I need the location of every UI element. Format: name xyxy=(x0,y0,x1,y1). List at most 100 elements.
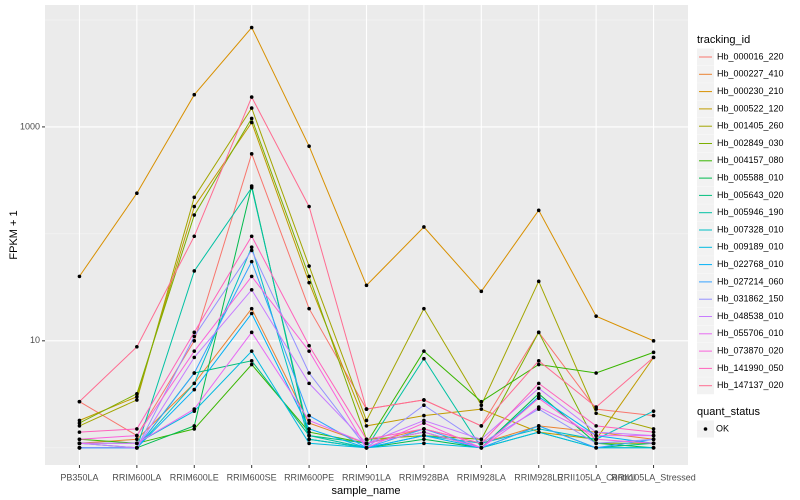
point xyxy=(192,339,197,343)
point xyxy=(135,441,139,446)
point xyxy=(307,413,311,418)
point xyxy=(422,398,426,402)
point xyxy=(192,427,197,431)
x-tick-label: RRIM600SE xyxy=(227,472,277,482)
legend-label: Hb_001405_260 xyxy=(717,121,784,131)
point xyxy=(77,430,82,434)
point xyxy=(307,144,311,149)
point xyxy=(192,424,197,428)
point xyxy=(192,213,197,217)
point xyxy=(536,427,541,431)
point-legend-title: quant_status xyxy=(697,406,760,418)
point xyxy=(651,445,656,450)
x-tick-label: RRIM901LA xyxy=(342,472,391,482)
point xyxy=(307,427,311,431)
point xyxy=(364,418,369,423)
legend-label: Hb_004157_080 xyxy=(717,155,784,165)
point xyxy=(249,287,254,292)
point xyxy=(192,387,197,392)
point xyxy=(364,424,369,428)
point xyxy=(651,427,656,431)
x-tick-label: RRII105LA_Control xyxy=(557,472,635,482)
point xyxy=(249,330,254,335)
legend-label: Hb_055706_010 xyxy=(717,328,784,338)
point xyxy=(536,359,541,363)
point xyxy=(135,398,139,402)
point xyxy=(536,381,541,386)
point xyxy=(249,95,254,99)
y-tick-label: 10 xyxy=(30,335,40,345)
point xyxy=(651,350,656,355)
point xyxy=(192,204,197,209)
point xyxy=(422,433,426,438)
point xyxy=(422,437,426,442)
point xyxy=(192,381,197,386)
point xyxy=(307,421,311,425)
legend-label: Hb_022768_010 xyxy=(717,259,784,269)
point xyxy=(536,391,541,396)
point xyxy=(364,283,369,288)
point xyxy=(536,330,541,335)
legend-label: Hb_000016_220 xyxy=(717,51,784,61)
point xyxy=(594,437,598,442)
point xyxy=(651,409,656,413)
point xyxy=(479,403,484,408)
point xyxy=(536,405,541,409)
point xyxy=(249,274,254,279)
point xyxy=(192,269,197,273)
point xyxy=(422,225,426,229)
point xyxy=(422,306,426,311)
x-tick-label: RRII105LA_Stressed xyxy=(611,472,696,482)
point xyxy=(594,433,598,438)
point xyxy=(594,445,598,450)
x-axis-title: sample_name xyxy=(331,485,400,497)
point xyxy=(249,25,254,30)
point-legend-swatch xyxy=(703,427,708,431)
point xyxy=(77,445,82,450)
point xyxy=(479,399,484,404)
legend-label: Hb_002849_030 xyxy=(717,138,784,148)
point xyxy=(307,441,311,446)
point xyxy=(307,418,311,423)
point xyxy=(422,421,426,425)
point xyxy=(594,411,598,416)
point xyxy=(307,280,311,285)
point xyxy=(249,259,254,264)
legend-label: Hb_005643_020 xyxy=(717,190,784,200)
point xyxy=(192,195,197,200)
legend-title: tracking_id xyxy=(697,34,750,46)
point xyxy=(422,413,426,418)
point xyxy=(77,421,82,425)
point xyxy=(249,234,254,239)
point-legend-label: OK xyxy=(716,423,729,433)
point xyxy=(479,407,484,411)
x-tick-label: RRIM928BA xyxy=(399,472,449,482)
point xyxy=(307,274,311,279)
legend-label: Hb_005588_010 xyxy=(717,172,784,182)
point xyxy=(249,349,254,353)
point xyxy=(192,330,197,335)
point xyxy=(594,424,598,428)
y-axis-title: FPKM + 1 xyxy=(8,210,20,259)
point xyxy=(307,264,311,268)
point xyxy=(364,437,369,442)
point xyxy=(364,407,369,411)
point xyxy=(135,391,139,396)
legend-label: Hb_147137_020 xyxy=(717,380,784,390)
point xyxy=(479,437,484,442)
point xyxy=(422,356,426,361)
point xyxy=(135,445,139,450)
point xyxy=(192,92,197,97)
point xyxy=(135,437,139,442)
point xyxy=(364,445,369,450)
point xyxy=(135,427,139,431)
point xyxy=(422,349,426,353)
point xyxy=(594,405,598,409)
point xyxy=(536,362,541,367)
point xyxy=(135,433,139,438)
point xyxy=(77,399,82,404)
point xyxy=(77,274,82,279)
point xyxy=(135,394,139,399)
point xyxy=(249,311,254,316)
